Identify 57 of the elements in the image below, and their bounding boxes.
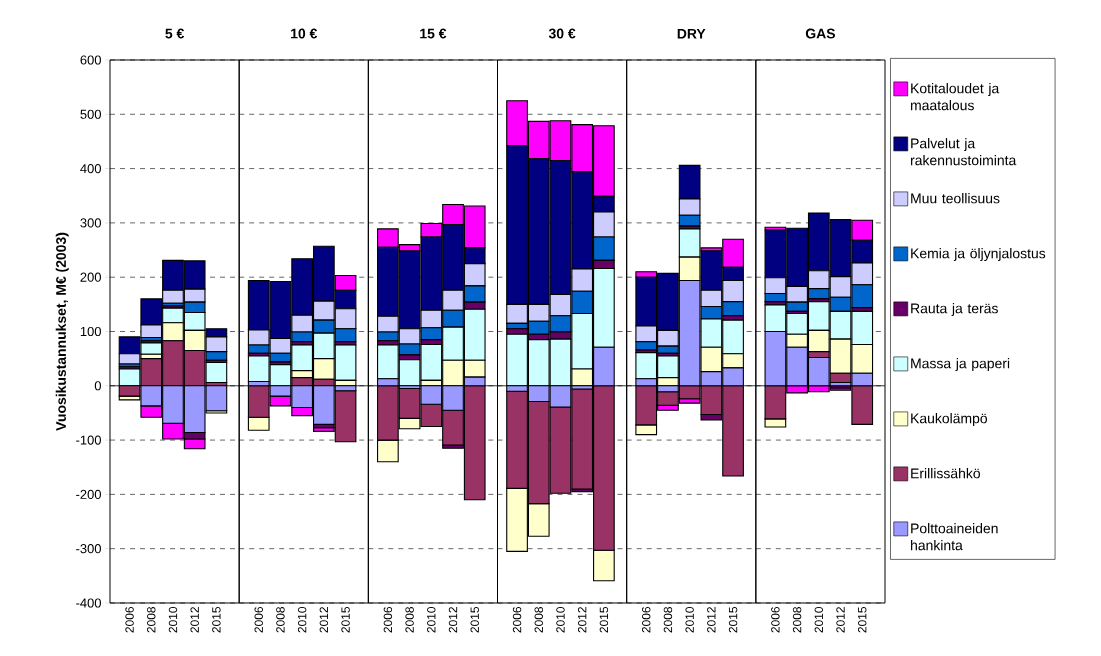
legend-label: Kemia ja öljynjalostus <box>911 248 1046 262</box>
y-tick-label: 400 <box>80 164 101 174</box>
y-tick-label: 0 <box>94 381 101 391</box>
x-tick-label: 2012 <box>836 607 845 633</box>
x-tick-label: 2008 <box>147 607 156 633</box>
x-tick-label: 2015 <box>857 607 867 633</box>
chart-title: 5 € <box>165 28 185 39</box>
x-tick-label: 2015 <box>341 607 350 633</box>
chart-title: 15 € <box>420 28 447 39</box>
y-tick-label: 100 <box>80 326 101 337</box>
legend-label: Muu teollisuus <box>911 193 1000 204</box>
x-tick-label: 2008 <box>276 607 285 633</box>
x-tick-label: 2010 <box>556 606 565 633</box>
y-tick-label: 600 <box>80 55 101 65</box>
y-tick-label: 200 <box>80 272 101 282</box>
x-tick-label: 2010 <box>814 606 824 633</box>
x-tick-label: 2015 <box>470 607 479 633</box>
y-tick-label: -200 <box>76 489 101 499</box>
chart-title: 30 € <box>548 28 576 39</box>
x-tick-label: 2008 <box>405 607 414 633</box>
x-tick-label: 2006 <box>771 607 780 633</box>
x-tick-label: 2012 <box>319 607 329 633</box>
legend-label: Palvelut ja rakennustoiminta <box>910 138 1017 166</box>
x-tick-label: 2008 <box>534 607 543 633</box>
x-tick-label: 2008 <box>792 607 802 633</box>
x-tick-label: 2015 <box>599 607 609 633</box>
y-tick-label: 500 <box>80 109 101 119</box>
x-tick-label: 2012 <box>577 607 587 633</box>
legend-label: Rauta ja teräs <box>911 303 998 317</box>
chart-title: GAS <box>805 28 835 39</box>
x-tick-label: 2015 <box>728 607 738 633</box>
x-tick-label: 2010 <box>685 606 694 633</box>
x-tick-label: 2010 <box>168 606 178 633</box>
x-tick-label: 2006 <box>254 607 263 633</box>
x-tick-label: 2012 <box>448 607 458 633</box>
x-tick-label: 2006 <box>125 607 134 633</box>
x-tick-label: 2006 <box>641 607 651 633</box>
legend-label: Massa ja paperi <box>911 358 1010 372</box>
y-tick-label: -100 <box>76 435 101 445</box>
x-tick-label: 2008 <box>663 607 673 633</box>
x-tick-label: 2010 <box>297 606 307 633</box>
chart-title: 10 € <box>291 28 318 39</box>
legend-label: Kotitaloudet ja maatalous <box>910 83 1000 111</box>
x-tick-label: 2015 <box>212 607 221 633</box>
legend-label: Erillissähkö <box>911 468 981 479</box>
chart-title: DRY <box>677 28 706 39</box>
y-tick-label: -300 <box>76 544 101 554</box>
y-tick-label: 300 <box>80 218 101 228</box>
y-axis-title: Vuosikustannukset, M€ (2003) <box>55 232 69 431</box>
x-tick-label: 2006 <box>512 607 522 633</box>
y-tick-label: -400 <box>76 598 101 608</box>
x-tick-label: 2006 <box>383 607 393 633</box>
legend-label: Kaukolämpö <box>911 413 988 427</box>
x-tick-label: 2012 <box>190 607 199 633</box>
x-tick-label: 2010 <box>427 606 436 633</box>
legend-label: Polttoaineiden hankinta <box>911 523 998 551</box>
x-tick-label: 2012 <box>707 607 716 633</box>
